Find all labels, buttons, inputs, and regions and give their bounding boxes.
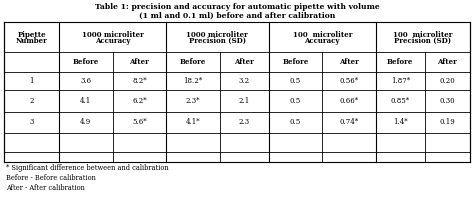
Text: 0.5: 0.5 [290,119,301,126]
Text: 0.74*: 0.74* [339,119,359,126]
Text: 100  microliter: 100 microliter [393,31,453,39]
Text: Before: Before [180,58,206,66]
Text: 3.6: 3.6 [80,77,91,85]
Text: 8.2*: 8.2* [132,77,146,85]
Text: * Significant difference between and calibration: * Significant difference between and cal… [6,164,169,172]
Text: 18.2*: 18.2* [183,77,202,85]
Text: 1.87*: 1.87* [391,77,410,85]
Text: 4.1*: 4.1* [186,119,201,126]
Text: 1000 microliter: 1000 microliter [82,31,144,39]
Text: 2.3*: 2.3* [186,97,200,105]
Text: Before - Before calibration: Before - Before calibration [6,174,96,182]
Text: 3: 3 [29,119,34,126]
Text: 100  microliter: 100 microliter [292,31,352,39]
Text: 6.2*: 6.2* [132,97,146,105]
Text: 4.1: 4.1 [80,97,91,105]
Text: 4.9: 4.9 [80,119,91,126]
Text: 2.3: 2.3 [239,119,250,126]
Text: Pipette: Pipette [17,31,46,39]
Text: 0.5: 0.5 [290,77,301,85]
Text: 0.56*: 0.56* [339,77,359,85]
Text: Before: Before [387,58,413,66]
Text: Accuracy: Accuracy [304,37,340,45]
Text: Table 1: precision and accuracy for automatic pipette with volume: Table 1: precision and accuracy for auto… [95,3,379,11]
Text: 0.5: 0.5 [290,97,301,105]
Text: 0.20: 0.20 [439,77,455,85]
Text: Number: Number [16,37,47,45]
Text: 5.6*: 5.6* [132,119,146,126]
Text: 0.19: 0.19 [439,119,455,126]
Text: 1.4*: 1.4* [393,119,408,126]
Text: 0.85*: 0.85* [391,97,410,105]
Text: After: After [234,58,254,66]
Text: 0.30: 0.30 [439,97,455,105]
Text: Before: Before [73,58,99,66]
Text: Precision (SD): Precision (SD) [189,37,246,45]
Text: Precision (SD): Precision (SD) [394,37,451,45]
Text: (1 ml and 0.1 ml) before and after calibration: (1 ml and 0.1 ml) before and after calib… [139,12,335,20]
Text: After: After [438,58,457,66]
Text: 2.1: 2.1 [238,97,250,105]
Text: 1000 microliter: 1000 microliter [186,31,248,39]
Text: After: After [339,58,359,66]
Text: 2: 2 [29,97,34,105]
Text: 0.66*: 0.66* [339,97,359,105]
Text: Before: Before [283,58,309,66]
Text: After: After [129,58,149,66]
Text: 3.2: 3.2 [239,77,250,85]
Text: After - After calibration: After - After calibration [6,184,85,192]
Text: 1: 1 [29,77,34,85]
Text: Accuracy: Accuracy [95,37,130,45]
